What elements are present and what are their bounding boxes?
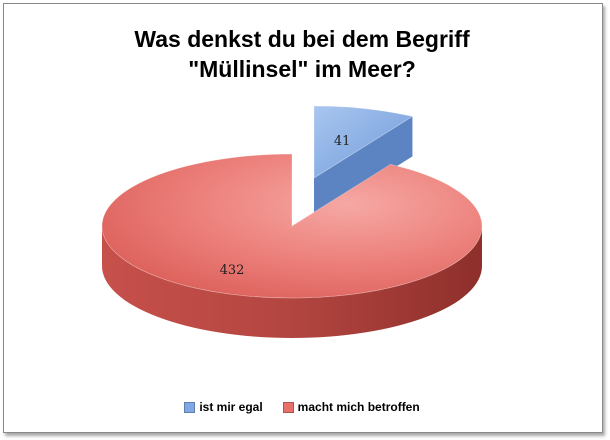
legend-item-macht-mich-betroffen: macht mich betroffen	[282, 400, 420, 414]
pie-slice-ist-mir-egal	[313, 105, 414, 179]
chart-title: Was denkst du bei dem Begriff "Müllinsel…	[0, 24, 604, 84]
legend-swatch-red	[282, 401, 294, 413]
pie-slice-cut-ist-mir-egal	[314, 116, 413, 218]
pie-slice-side-macht-mich-betroffen	[102, 226, 482, 338]
legend-item-ist-mir-egal: ist mir egal	[184, 400, 263, 414]
data-label-macht-mich-betroffen: 432	[220, 263, 245, 278]
chart-frame	[3, 3, 603, 433]
legend-label: macht mich betroffen	[297, 400, 420, 414]
chart-legend: ist mir egal macht mich betroffen	[0, 400, 604, 414]
data-label-ist-mir-egal: 41	[334, 134, 351, 149]
legend-label: ist mir egal	[199, 400, 263, 414]
pie-slice-macht-mich-betroffen	[101, 153, 483, 299]
legend-swatch-blue	[184, 401, 196, 413]
chart-title-line-2: "Müllinsel" im Meer?	[188, 56, 416, 82]
chart-title-line-1: Was denkst du bei dem Begriff	[134, 26, 470, 52]
